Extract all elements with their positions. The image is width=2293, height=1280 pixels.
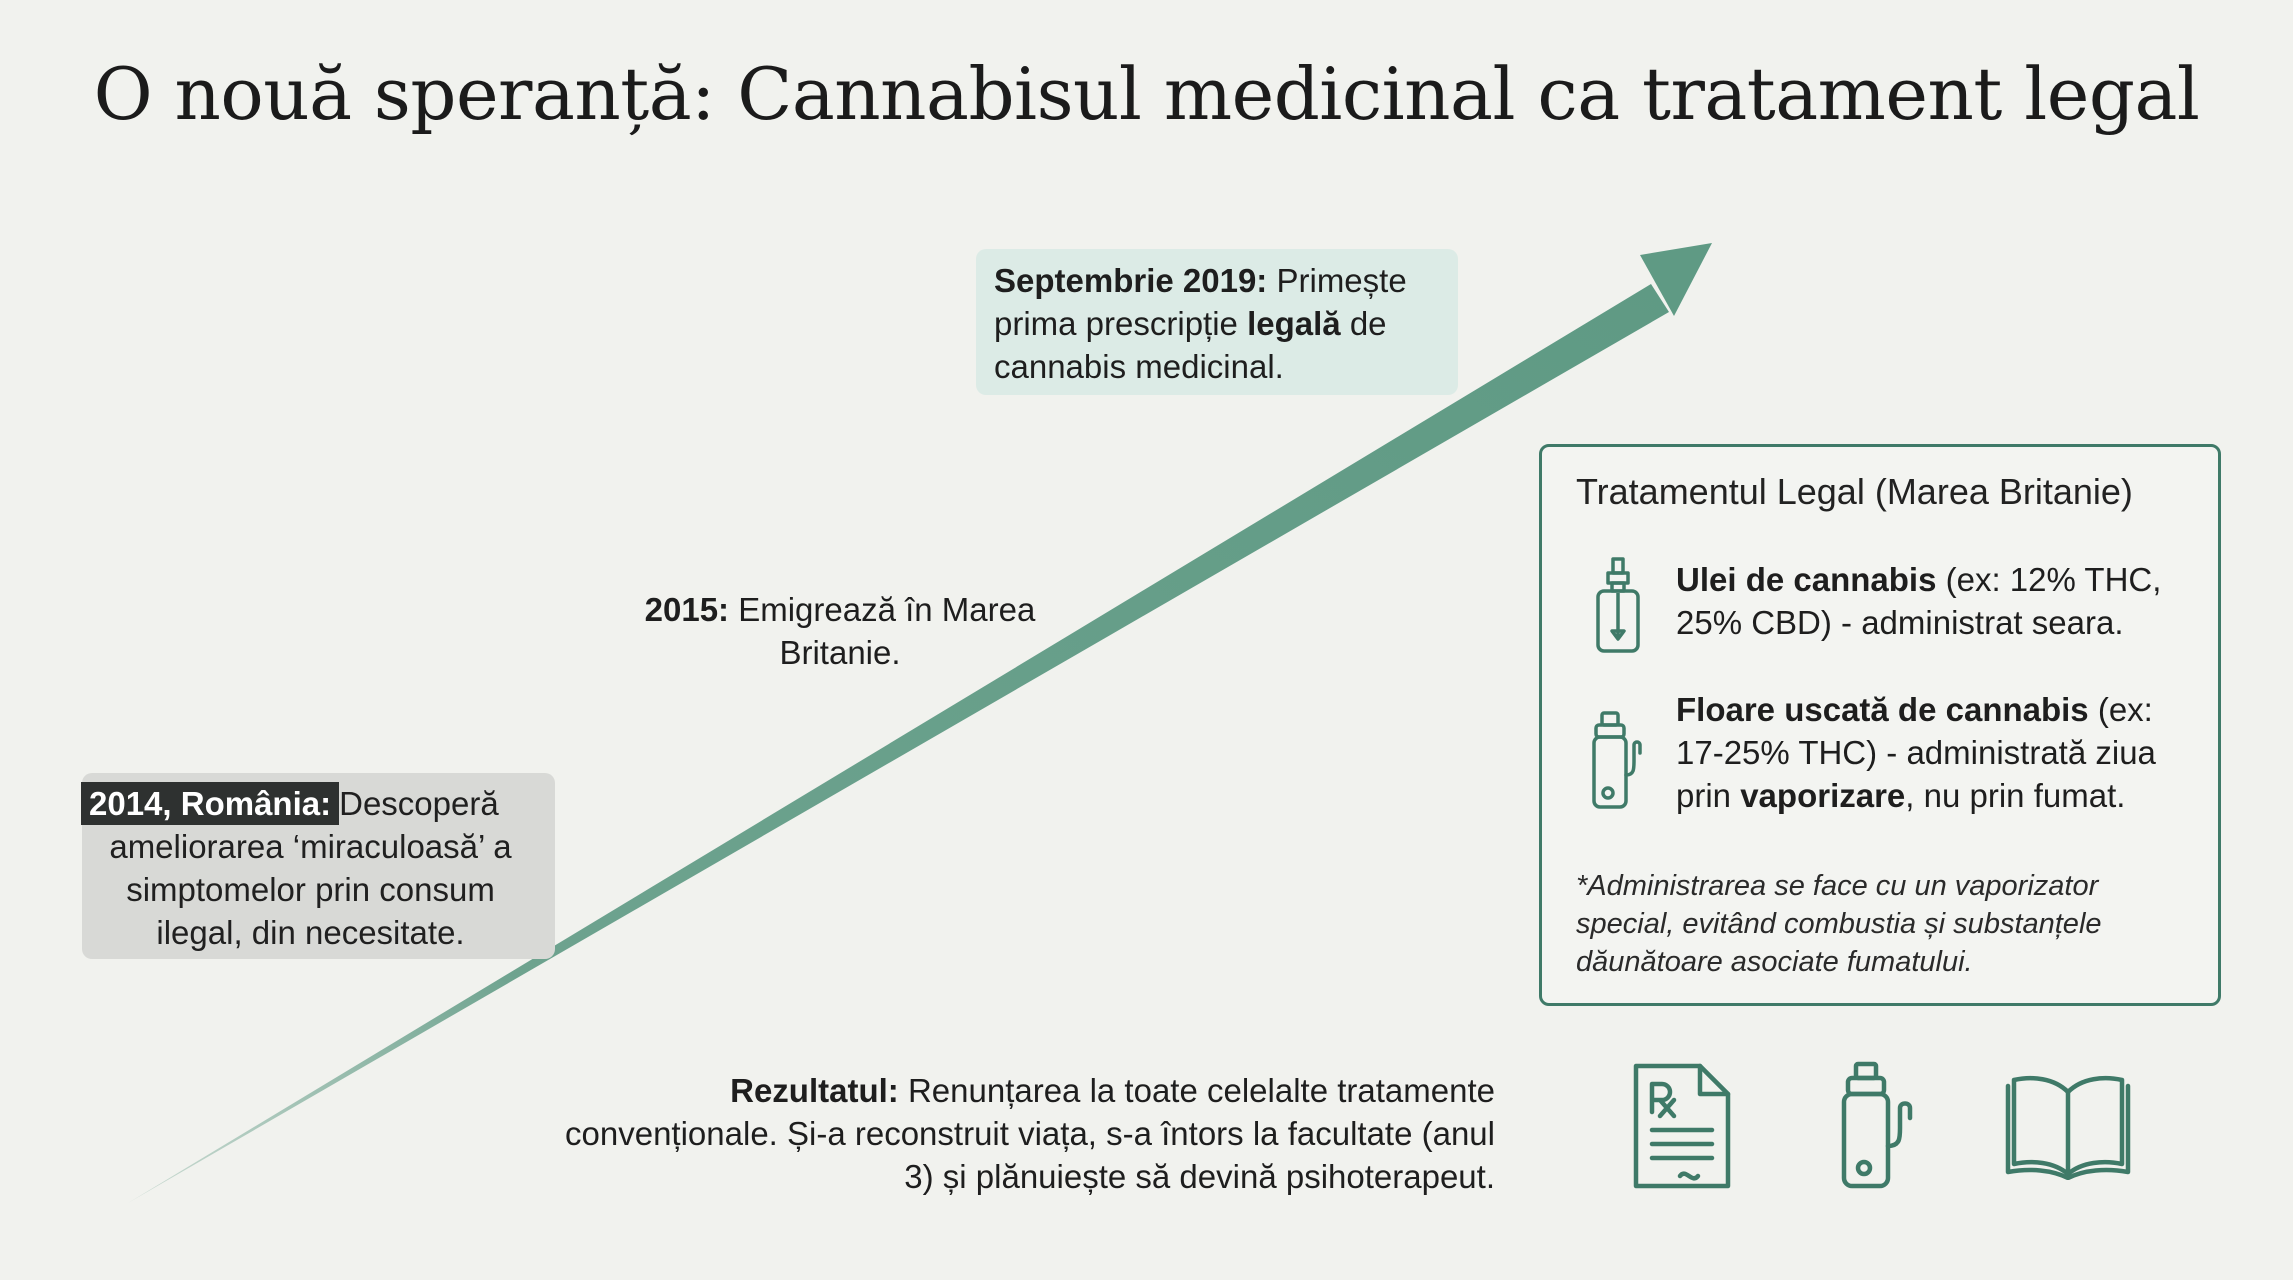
flower-text-a: (ex: 17-25% THC) - administrată ziua pri… <box>1676 691 2156 814</box>
vaporizer-icon <box>1841 1061 1913 1189</box>
legal-box-title: Tratamentul Legal (Marea Britanie) <box>1576 471 2133 512</box>
oil-label: Ulei de cannabis <box>1676 561 1937 598</box>
legal-item-flower: Floare uscată de cannabis (ex: 17-25% TH… <box>1676 688 2196 817</box>
flower-vaporizare: vaporizare <box>1740 777 1906 814</box>
legal-treatment-box: Tratamentul Legal (Marea Britanie) Ulei … <box>1539 444 2221 1006</box>
event-2015-text: Emigrează în Marea Britanie. <box>738 591 1036 671</box>
event-2014-text-line1: Descoperă <box>339 785 499 822</box>
legal-item-oil: Ulei de cannabis (ex: 12% THC, 25% CBD) … <box>1676 558 2196 644</box>
event-2019-date: Septembrie 2019: <box>994 262 1268 299</box>
legal-footnote: *Administrarea se face cu un vaporizator… <box>1576 870 2102 978</box>
event-2019-text-a: Primește prima prescripție <box>994 262 1407 342</box>
event-2019-legal: legală <box>1247 305 1341 342</box>
flower-label: Floare uscată de cannabis <box>1676 691 2089 728</box>
event-2014-text: ameliorarea ‘miraculoasă’ a simptomelor … <box>109 828 512 951</box>
flower-text-b: , nu prin fumat. <box>1905 777 2126 814</box>
event-2014-tag: 2014, România: <box>81 782 340 825</box>
arrow-head <box>1640 243 1712 316</box>
event-2019-text-b: de cannabis medicinal. <box>994 305 1387 385</box>
dropper-bottle-icon <box>1596 557 1640 653</box>
event-2014-box: 2014, România: Descoperă ameliorarea ‘mir… <box>81 773 555 959</box>
event-2019-box: Septembrie 2019: Primește prima prescrip… <box>976 249 1458 395</box>
event-2015-note: 2015: Emigrează în Marea Britanie. <box>640 588 1040 674</box>
vaporizer-icon <box>1592 711 1642 809</box>
prescription-icon <box>1633 1063 1731 1189</box>
book-icon <box>2005 1075 2131 1180</box>
arrow-shaft <box>128 284 1669 1203</box>
result-label: Rezultatul: <box>730 1072 899 1109</box>
result-note: Rezultatul: Renunțarea la toate celelalt… <box>560 1069 1495 1198</box>
event-2015-year: 2015: <box>644 591 730 628</box>
result-text: Renunțarea la toate celelalte tratamente… <box>565 1072 1495 1195</box>
page-title: O nouă speranță: Cannabisul medicinal ca… <box>93 52 2200 136</box>
oil-text: (ex: 12% THC, 25% CBD) - administrat sea… <box>1676 561 2162 641</box>
